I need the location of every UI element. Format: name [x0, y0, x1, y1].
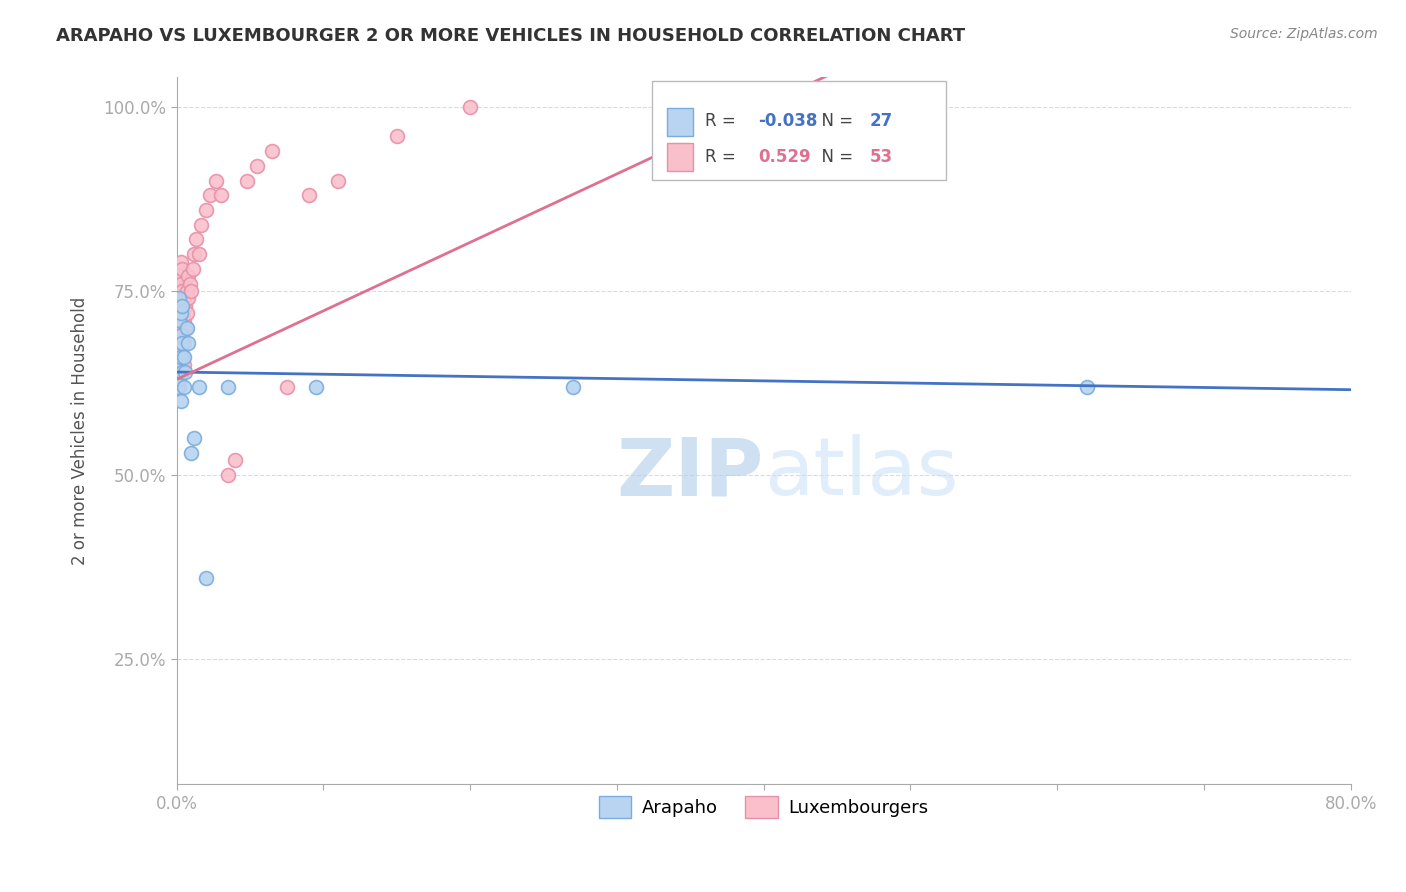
Text: R =: R = — [704, 147, 741, 166]
Point — [172, 351, 194, 365]
Point — [194, 571, 217, 585]
Point — [167, 277, 190, 291]
Point — [177, 269, 200, 284]
Point — [177, 335, 200, 350]
Point — [200, 188, 222, 202]
Point — [174, 321, 197, 335]
Point — [167, 321, 190, 335]
Point — [385, 129, 408, 144]
Point — [170, 343, 193, 357]
Point — [167, 343, 190, 357]
Point — [298, 188, 321, 202]
Point — [174, 299, 197, 313]
Point — [170, 321, 193, 335]
Point — [169, 343, 191, 357]
Text: N =: N = — [811, 112, 858, 130]
Point — [180, 446, 202, 460]
Point — [172, 335, 194, 350]
Point — [561, 380, 583, 394]
Point — [176, 284, 198, 298]
Point — [326, 173, 349, 187]
Point — [1076, 380, 1098, 394]
Point — [173, 358, 195, 372]
Text: ARAPAHO VS LUXEMBOURGER 2 OR MORE VEHICLES IN HOUSEHOLD CORRELATION CHART: ARAPAHO VS LUXEMBOURGER 2 OR MORE VEHICL… — [56, 27, 966, 45]
Point — [187, 380, 209, 394]
Point — [190, 218, 212, 232]
Point — [173, 292, 195, 306]
Point — [209, 188, 232, 202]
Point — [169, 313, 191, 327]
Point — [176, 321, 198, 335]
Legend: Arapaho, Luxembourgers: Arapaho, Luxembourgers — [592, 789, 936, 825]
Text: N =: N = — [811, 147, 858, 166]
Point — [169, 313, 191, 327]
Point — [170, 306, 193, 320]
Point — [187, 247, 209, 261]
Point — [217, 468, 239, 483]
Point — [194, 202, 217, 217]
Bar — [668, 144, 693, 171]
Point — [172, 299, 194, 313]
Point — [172, 261, 194, 276]
Text: Source: ZipAtlas.com: Source: ZipAtlas.com — [1230, 27, 1378, 41]
Point — [224, 453, 246, 467]
Point — [169, 269, 191, 284]
Point — [172, 328, 194, 343]
Point — [167, 335, 190, 350]
FancyBboxPatch shape — [652, 81, 946, 180]
Point — [169, 292, 191, 306]
Point — [172, 284, 194, 298]
Point — [167, 358, 190, 372]
Y-axis label: 2 or more Vehicles in Household: 2 or more Vehicles in Household — [72, 297, 89, 565]
Point — [173, 351, 195, 365]
Text: atlas: atlas — [763, 434, 957, 512]
Point — [236, 173, 259, 187]
Point — [176, 306, 198, 320]
Point — [183, 431, 205, 445]
Point — [177, 292, 200, 306]
Point — [458, 100, 481, 114]
Point — [167, 299, 190, 313]
Text: 53: 53 — [869, 147, 893, 166]
Point — [170, 328, 193, 343]
Text: 27: 27 — [869, 112, 893, 130]
Point — [246, 159, 269, 173]
Point — [170, 365, 193, 379]
Point — [305, 380, 328, 394]
Point — [260, 144, 283, 158]
Point — [167, 380, 190, 394]
Text: ZIP: ZIP — [616, 434, 763, 512]
Point — [170, 299, 193, 313]
Text: -0.038: -0.038 — [758, 112, 817, 130]
Point — [181, 261, 204, 276]
Point — [173, 380, 195, 394]
Point — [169, 358, 191, 372]
Point — [169, 380, 191, 394]
Point — [170, 254, 193, 268]
Point — [170, 351, 193, 365]
Point — [183, 247, 205, 261]
Text: 0.529: 0.529 — [758, 147, 810, 166]
Point — [169, 335, 191, 350]
Point — [169, 372, 191, 386]
Point — [170, 277, 193, 291]
Point — [172, 306, 194, 320]
Point — [173, 335, 195, 350]
Point — [174, 365, 197, 379]
Point — [179, 277, 201, 291]
Point — [217, 380, 239, 394]
Text: R =: R = — [704, 112, 741, 130]
Point — [169, 292, 191, 306]
Point — [170, 394, 193, 409]
Point — [180, 284, 202, 298]
Point — [172, 365, 194, 379]
Bar — [668, 108, 693, 136]
Point — [173, 313, 195, 327]
Point — [184, 232, 207, 246]
Point — [276, 380, 298, 394]
Point — [205, 173, 228, 187]
Point — [167, 365, 190, 379]
